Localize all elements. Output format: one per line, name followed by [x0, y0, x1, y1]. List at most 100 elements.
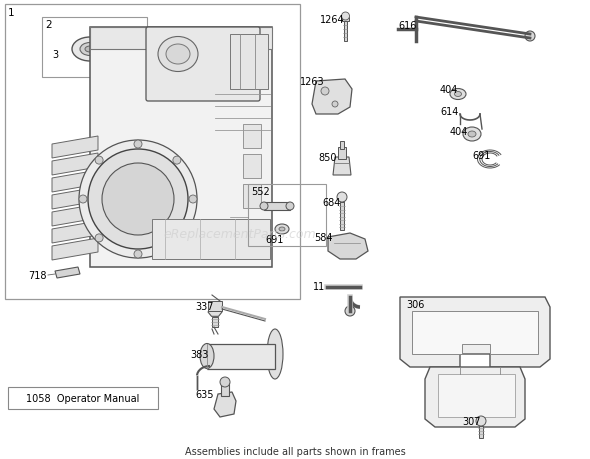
- Polygon shape: [400, 297, 550, 367]
- Polygon shape: [52, 137, 98, 159]
- Polygon shape: [214, 392, 236, 417]
- Text: 1: 1: [8, 8, 15, 18]
- Text: 684: 684: [322, 197, 340, 207]
- Bar: [248, 185, 326, 246]
- Circle shape: [332, 102, 338, 108]
- Text: 307: 307: [462, 416, 480, 426]
- Ellipse shape: [463, 128, 481, 142]
- Circle shape: [134, 251, 142, 258]
- Text: 584: 584: [314, 233, 333, 242]
- Ellipse shape: [267, 329, 283, 379]
- Ellipse shape: [158, 38, 198, 73]
- Text: 718: 718: [28, 270, 47, 280]
- Polygon shape: [328, 234, 368, 259]
- Bar: [479, 426, 483, 438]
- Circle shape: [173, 235, 181, 242]
- Circle shape: [173, 157, 181, 165]
- Bar: [264, 202, 290, 211]
- Polygon shape: [55, 268, 80, 279]
- Polygon shape: [425, 367, 525, 427]
- Bar: [340, 142, 344, 150]
- Bar: [152, 219, 270, 259]
- Bar: [243, 185, 261, 208]
- Circle shape: [476, 416, 486, 426]
- Polygon shape: [312, 80, 352, 115]
- Bar: [342, 18, 349, 22]
- Text: 691: 691: [472, 151, 490, 161]
- Polygon shape: [52, 171, 98, 193]
- Text: 404: 404: [450, 127, 468, 137]
- Bar: [340, 202, 344, 230]
- Bar: [338, 148, 346, 160]
- Bar: [221, 382, 229, 396]
- Ellipse shape: [102, 164, 174, 235]
- Ellipse shape: [79, 141, 197, 258]
- Circle shape: [189, 196, 197, 203]
- Circle shape: [345, 306, 355, 316]
- Bar: [243, 155, 261, 179]
- Text: 1058  Operator Manual: 1058 Operator Manual: [27, 393, 140, 403]
- Circle shape: [134, 141, 142, 149]
- FancyBboxPatch shape: [146, 28, 260, 102]
- Text: 691: 691: [265, 235, 283, 245]
- Circle shape: [286, 202, 294, 211]
- Text: 383: 383: [190, 349, 208, 359]
- Text: 616: 616: [398, 21, 417, 31]
- Text: 635: 635: [195, 389, 214, 399]
- Bar: [212, 317, 218, 327]
- Circle shape: [79, 196, 87, 203]
- Polygon shape: [52, 222, 98, 243]
- Polygon shape: [438, 374, 515, 417]
- Polygon shape: [333, 157, 351, 176]
- Text: 11: 11: [313, 281, 325, 291]
- Bar: [5, 5, 300, 299]
- Bar: [243, 125, 261, 149]
- Circle shape: [220, 377, 230, 387]
- Polygon shape: [90, 28, 272, 268]
- Ellipse shape: [450, 90, 466, 100]
- Ellipse shape: [279, 228, 285, 231]
- Bar: [207, 344, 275, 369]
- Circle shape: [95, 157, 103, 165]
- Ellipse shape: [72, 38, 108, 62]
- Text: 404: 404: [440, 85, 458, 95]
- Ellipse shape: [166, 45, 190, 65]
- Text: 552: 552: [251, 187, 270, 196]
- Ellipse shape: [454, 92, 461, 97]
- Text: 2: 2: [45, 20, 52, 30]
- Circle shape: [525, 32, 535, 42]
- Polygon shape: [412, 311, 538, 354]
- Ellipse shape: [88, 150, 188, 249]
- Text: Assemblies include all parts shown in frames: Assemblies include all parts shown in fr…: [185, 446, 405, 456]
- Ellipse shape: [275, 224, 289, 235]
- Text: 1264: 1264: [320, 15, 345, 25]
- Polygon shape: [52, 205, 98, 226]
- Text: 306: 306: [406, 299, 424, 309]
- Bar: [344, 22, 347, 42]
- Circle shape: [342, 13, 349, 21]
- Polygon shape: [52, 188, 98, 210]
- Circle shape: [321, 88, 329, 96]
- Polygon shape: [52, 154, 98, 176]
- Text: 337: 337: [195, 302, 214, 311]
- Circle shape: [260, 202, 268, 211]
- Ellipse shape: [468, 132, 476, 138]
- Ellipse shape: [200, 344, 214, 369]
- Bar: [42, 18, 147, 78]
- Text: 1263: 1263: [300, 77, 325, 87]
- Bar: [208, 302, 222, 311]
- Ellipse shape: [85, 47, 95, 53]
- Bar: [230, 35, 268, 90]
- Circle shape: [337, 193, 347, 202]
- Text: 3: 3: [52, 50, 58, 60]
- Bar: [8, 387, 158, 409]
- Polygon shape: [52, 239, 98, 260]
- Text: 850: 850: [318, 153, 336, 162]
- Bar: [340, 200, 344, 202]
- Text: 614: 614: [440, 107, 458, 117]
- Polygon shape: [208, 308, 222, 317]
- Polygon shape: [90, 28, 272, 50]
- Text: eReplacementParts.com: eReplacementParts.com: [163, 228, 316, 241]
- Ellipse shape: [80, 44, 100, 56]
- Circle shape: [95, 235, 103, 242]
